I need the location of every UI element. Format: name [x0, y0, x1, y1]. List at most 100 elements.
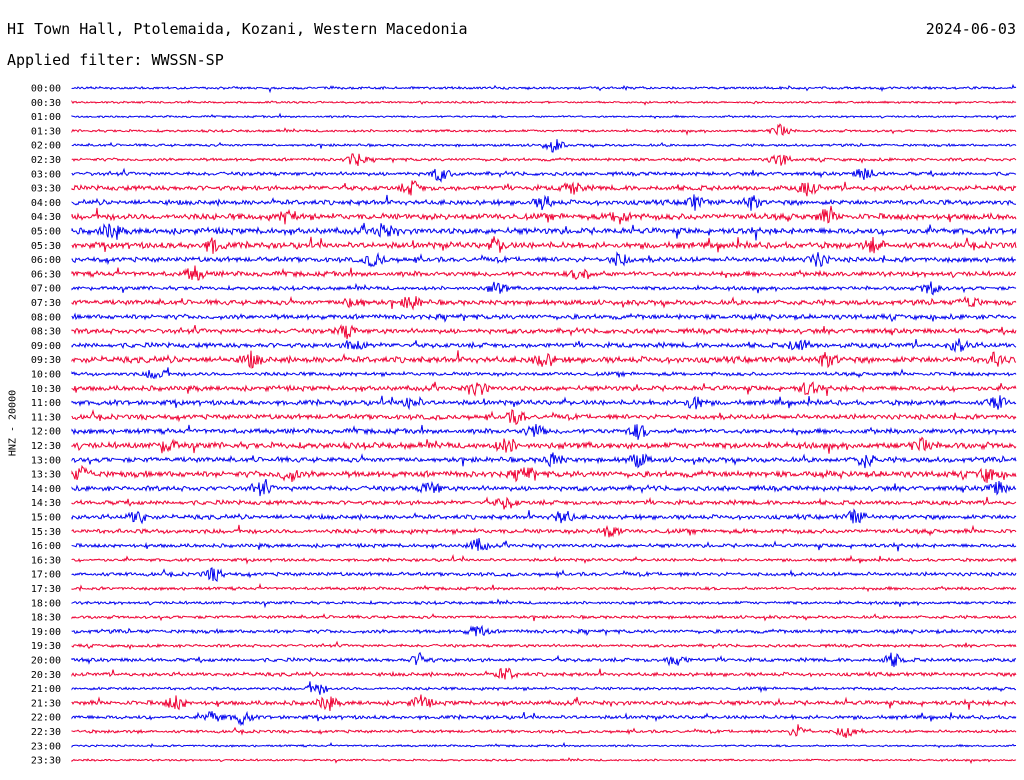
row-time-label: 23:30: [31, 756, 61, 767]
row-time-label: 15:00: [31, 513, 61, 524]
row-time-label: 21:30: [31, 698, 61, 709]
seismic-trace-row: [71, 281, 1017, 296]
seismic-trace-row: [71, 424, 1017, 440]
seismic-trace-row: [71, 194, 1016, 211]
station-title: HI Town Hall, Ptolemaida, Kozani, Wester…: [7, 20, 468, 38]
row-time-label: 16:00: [31, 541, 61, 552]
seismic-trace-row: [71, 323, 1017, 340]
seismic-trace-row: [71, 694, 1017, 712]
seismic-trace-row: [71, 496, 1017, 510]
seismic-trace-row: [71, 464, 1017, 483]
row-time-label: 17:00: [31, 570, 61, 581]
seismic-trace-row: [71, 139, 1017, 153]
seismic-trace-row: [71, 222, 1017, 241]
seismic-trace-row: [71, 667, 1017, 680]
row-time-label: 00:30: [31, 98, 61, 109]
seismic-trace-row: [71, 567, 1017, 582]
seismic-trace-row: [71, 452, 1017, 469]
row-time-label: 22:00: [31, 713, 61, 724]
row-time-label: 09:30: [31, 355, 61, 366]
row-time-label: 11:30: [31, 412, 61, 423]
seismic-trace-row: [71, 99, 1017, 106]
row-time-label: 02:30: [31, 155, 61, 166]
seismic-trace-row: [71, 312, 1017, 323]
seismic-trace-row: [71, 538, 1017, 552]
seismic-trace-row: [71, 167, 1017, 183]
row-time-label: 03:30: [31, 184, 61, 195]
row-time-label: 20:00: [31, 656, 61, 667]
seismic-trace-row: [71, 338, 1017, 353]
seismic-trace-row: [71, 741, 1016, 749]
row-time-label: 15:30: [31, 527, 61, 538]
row-time-label: 10:30: [31, 384, 61, 395]
row-time-label: 04:30: [31, 212, 61, 223]
seismic-trace-row: [71, 381, 1017, 397]
seismic-trace-row: [71, 153, 1017, 167]
row-time-label: 06:00: [31, 255, 61, 266]
row-time-label: 00:00: [31, 84, 61, 95]
seismic-trace-row: [71, 251, 1017, 268]
row-time-label: 16:30: [31, 555, 61, 566]
seismic-trace-row: [71, 757, 1017, 765]
seismic-trace-row: [71, 123, 1017, 136]
seismic-trace-row: [71, 724, 1017, 738]
record-date: 2024-06-03: [925, 20, 1016, 38]
row-time-label: 18:00: [31, 598, 61, 609]
row-time-label: 12:00: [31, 427, 61, 438]
seismic-trace-row: [71, 554, 1017, 565]
row-time-label: 07:00: [31, 284, 61, 295]
row-time-label: 17:30: [31, 584, 61, 595]
seismic-trace-row: [71, 83, 1017, 94]
seismic-trace-row: [71, 265, 1017, 281]
row-time-label: 13:30: [31, 470, 61, 481]
row-time-label: 11:00: [31, 398, 61, 409]
row-time-label: 13:00: [31, 455, 61, 466]
row-time-label: 04:00: [31, 198, 61, 209]
row-time-label: 18:30: [31, 613, 61, 624]
seismic-trace-row: [71, 295, 1017, 311]
row-time-label: 02:00: [31, 141, 61, 152]
seismic-trace-row: [71, 436, 1017, 454]
row-time-label: 23:00: [31, 741, 61, 752]
seismic-trace-row: [71, 624, 1017, 637]
row-time-label: 05:30: [31, 241, 61, 252]
row-time-label: 20:30: [31, 670, 61, 681]
row-time-label: 05:00: [31, 227, 61, 238]
row-time-label: 12:30: [31, 441, 61, 452]
seismic-trace-row: [71, 478, 1017, 497]
row-time-label: 08:30: [31, 327, 61, 338]
seismic-trace-row: [71, 350, 1017, 369]
row-time-label: 07:30: [31, 298, 61, 309]
filter-label: Applied filter: WWSSN-SP: [7, 51, 224, 69]
seismic-trace-row: [71, 236, 1017, 254]
row-time-label: 10:00: [31, 370, 61, 381]
row-time-label: 09:00: [31, 341, 61, 352]
row-time-label: 06:30: [31, 269, 61, 280]
seismic-trace-row: [71, 524, 1017, 538]
seismic-trace-row: [71, 205, 1017, 225]
row-time-label: 08:00: [31, 312, 61, 323]
row-time-label: 14:00: [31, 484, 61, 495]
row-time-label: 21:00: [31, 684, 61, 695]
row-time-label: 01:30: [31, 126, 61, 137]
row-time-label: 03:00: [31, 169, 61, 180]
seismic-trace-row: [71, 367, 1017, 380]
row-time-label: 19:00: [31, 627, 61, 638]
seismic-trace-row: [71, 180, 1017, 197]
row-time-label: 14:30: [31, 498, 61, 509]
seismic-trace-row: [71, 582, 1017, 593]
seismic-trace-row: [71, 710, 1017, 727]
seismic-trace-row: [71, 640, 1017, 650]
seismic-trace-row: [71, 598, 1017, 609]
row-time-label: 01:00: [31, 112, 61, 123]
row-time-label: 22:30: [31, 727, 61, 738]
seismic-trace-row: [71, 681, 1016, 695]
seismic-trace-row: [71, 112, 1017, 121]
seismic-trace-row: [71, 613, 1017, 622]
seismic-trace-row: [71, 508, 1017, 525]
seismic-trace-row: [71, 409, 1017, 426]
seismic-trace-row: [71, 395, 1017, 411]
seismic-trace-row: [71, 651, 1017, 668]
row-time-label: 19:30: [31, 641, 61, 652]
